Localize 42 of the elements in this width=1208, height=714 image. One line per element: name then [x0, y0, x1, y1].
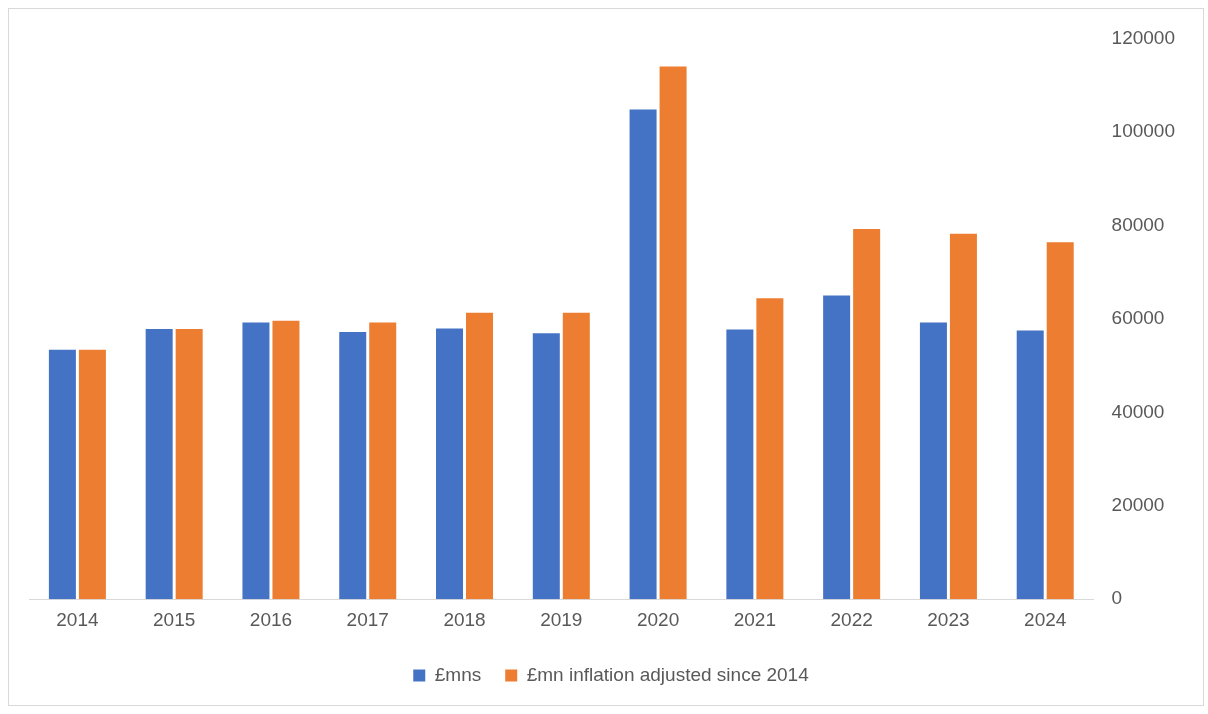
bar	[659, 66, 687, 600]
x-tick-label: 2017	[346, 608, 389, 630]
bar	[242, 322, 270, 600]
legend-label: £mn inflation adjusted since 2014	[526, 663, 810, 685]
x-tick-label: 2016	[249, 608, 293, 630]
bar	[466, 312, 494, 600]
y-tick-label: 120000	[1111, 26, 1175, 48]
x-tick-label: 2022	[830, 608, 873, 630]
bar	[48, 349, 76, 600]
x-tick-label: 2023	[927, 608, 970, 630]
legend-label: £mns	[434, 663, 482, 685]
bar	[1016, 330, 1044, 600]
x-tick-label: 2019	[540, 608, 583, 630]
bar	[853, 229, 881, 600]
y-tick-label: 60000	[1111, 307, 1165, 329]
bar	[919, 322, 947, 600]
bar	[175, 329, 203, 600]
x-tick-label: 2024	[1024, 608, 1067, 630]
x-tick-label: 2020	[636, 608, 680, 630]
x-tick-label: 2021	[733, 608, 776, 630]
x-tick-label: 2018	[443, 608, 486, 630]
bar	[562, 312, 590, 600]
y-tick-label: 20000	[1111, 493, 1165, 515]
bar	[726, 329, 754, 600]
x-tick-label: 2014	[56, 608, 99, 630]
bar	[756, 298, 784, 600]
bar	[272, 320, 300, 600]
bar	[78, 349, 106, 600]
y-tick-label: 80000	[1111, 213, 1165, 235]
bar	[532, 333, 560, 600]
bar	[436, 328, 464, 600]
bar	[369, 322, 397, 600]
x-tick-label: 2015	[153, 608, 196, 630]
y-tick-label: 100000	[1111, 120, 1175, 142]
bar	[949, 233, 977, 600]
bar	[823, 295, 851, 600]
y-tick-label: 0	[1111, 587, 1123, 609]
bar	[1046, 242, 1074, 600]
bar	[339, 331, 367, 600]
bar	[145, 329, 173, 600]
bar	[629, 109, 657, 600]
y-tick-label: 40000	[1111, 400, 1165, 422]
